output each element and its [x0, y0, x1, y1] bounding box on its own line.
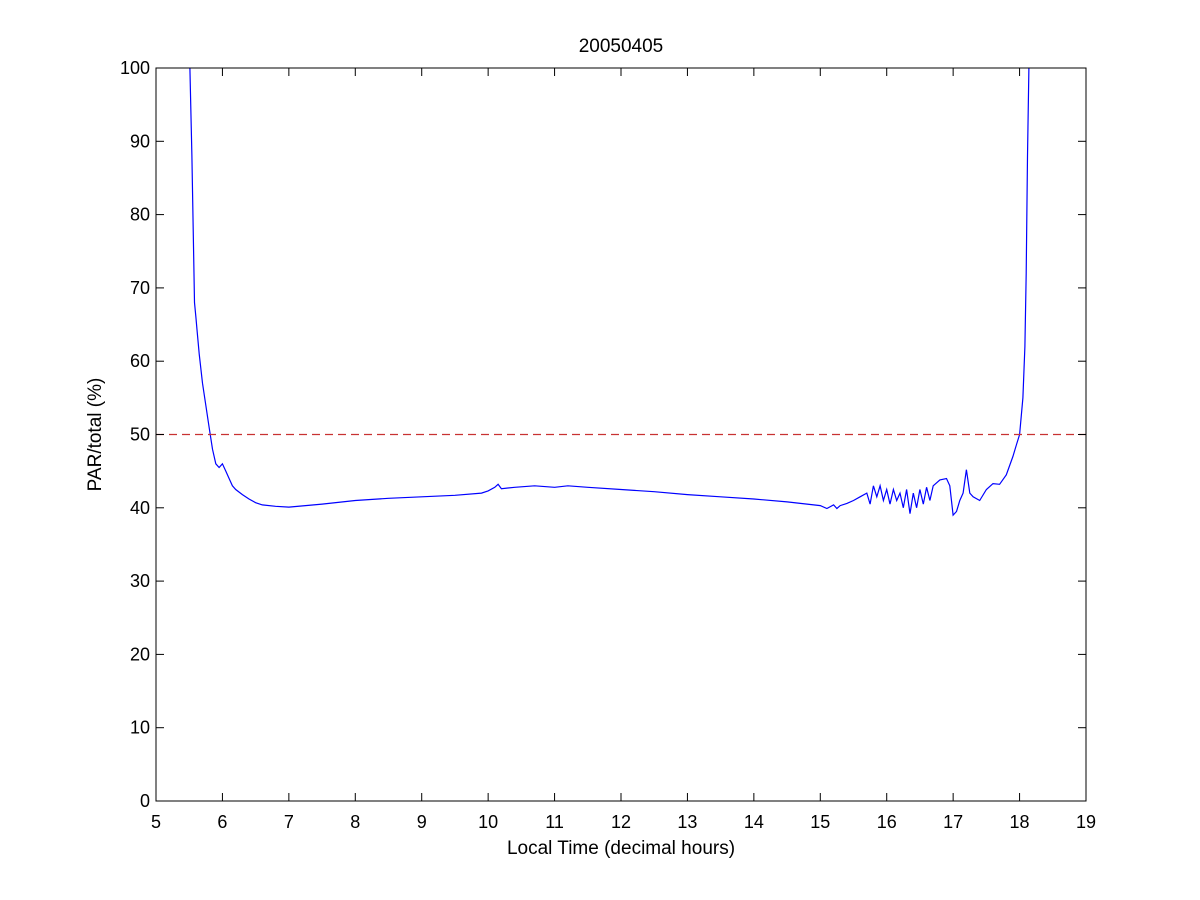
y-tick-label: 20: [130, 644, 150, 664]
y-tick-label: 70: [130, 278, 150, 298]
y-tick-label: 100: [120, 58, 150, 78]
x-axis-title: Local Time (decimal hours): [507, 838, 735, 859]
y-tick-label: 30: [130, 571, 150, 591]
x-tick-label: 16: [877, 812, 897, 832]
chart-title: 20050405: [579, 36, 664, 57]
y-tick-label: 40: [130, 498, 150, 518]
y-tick-label: 50: [130, 425, 150, 445]
x-tick-label: 14: [744, 812, 764, 832]
x-tick-label: 13: [677, 812, 697, 832]
x-tick-label: 12: [611, 812, 631, 832]
y-tick-label: 0: [140, 791, 150, 811]
x-tick-label: 9: [417, 812, 427, 832]
series-line: [189, 68, 1030, 517]
x-tick-label: 18: [1010, 812, 1030, 832]
x-tick-label: 17: [943, 812, 963, 832]
labels-layer: 5 6 7 8 9 10 11 12 13 14 15 16 17 18 19 0 10 20 30 40 50 60 70…: [120, 58, 1096, 832]
y-tick-label: 80: [130, 205, 150, 225]
x-tick-label: 7: [284, 812, 294, 832]
y-axis-title: PAR/total (%): [85, 378, 106, 492]
y-tick-label: 90: [130, 131, 150, 151]
y-tick-label: 60: [130, 351, 150, 371]
x-tick-label: 6: [217, 812, 227, 832]
x-tick-label: 19: [1076, 812, 1096, 832]
ticks-layer: [155, 67, 1087, 802]
y-tick-label: 10: [130, 718, 150, 738]
x-tick-label: 5: [151, 812, 161, 832]
plot-area: [156, 68, 1086, 801]
x-tick-label: 10: [478, 812, 498, 832]
x-tick-label: 8: [350, 812, 360, 832]
series-layer: [156, 68, 1086, 517]
x-tick-label: 15: [810, 812, 830, 832]
x-tick-label: 11: [545, 812, 564, 832]
